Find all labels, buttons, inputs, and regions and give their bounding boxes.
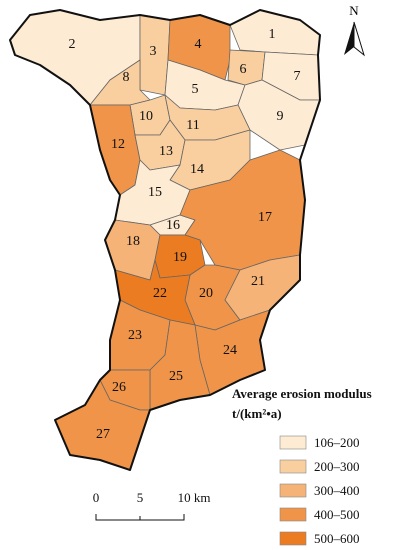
outline: [9, 9, 321, 471]
north-arrow: N: [344, 3, 365, 57]
region-labels: 1 2 3 4 5 6 7 8 9 10 11 12 13 14 15 16 1…: [69, 27, 301, 442]
region-label: 26: [112, 380, 126, 395]
region-label: 12: [111, 137, 125, 152]
region-label: 11: [186, 118, 199, 133]
region-label: 13: [159, 144, 173, 159]
region-label: 10: [139, 109, 153, 124]
region-label: 17: [258, 210, 272, 225]
legend-swatch: [279, 435, 307, 450]
region-label: 25: [169, 369, 183, 384]
regions: [9, 9, 321, 471]
legend-label: 400–500: [314, 507, 360, 522]
scale-label: 10 km: [178, 490, 211, 505]
legend: Average erosion modulus t/(km²•a) 106–20…: [232, 386, 372, 546]
region-label: 22: [153, 286, 167, 301]
legend-title: t/(km²•a): [232, 406, 282, 421]
region-label: 23: [128, 328, 142, 343]
legend-label: 200–300: [314, 459, 360, 474]
region-label: 4: [195, 37, 202, 52]
region-label: 14: [190, 162, 204, 177]
region-label: 24: [223, 343, 237, 358]
region-label: 21: [251, 274, 265, 289]
legend-title: Average erosion modulus: [232, 386, 372, 401]
region-label: 9: [277, 109, 284, 124]
region-label: 19: [173, 250, 187, 265]
legend-swatch: [279, 459, 307, 474]
scale-bar: 0 5 10 km: [93, 490, 211, 521]
region-label: 16: [166, 218, 180, 233]
region-label: 1: [269, 27, 276, 42]
region-label: 2: [69, 37, 76, 52]
legend-label: 106–200: [314, 435, 360, 450]
region-label: 3: [150, 44, 157, 59]
legend-label: 500–600: [314, 531, 360, 546]
region-label: 20: [199, 286, 213, 301]
region: [227, 49, 266, 86]
scale-label: 5: [137, 490, 144, 505]
arrow-half: [353, 21, 365, 57]
legend-swatch: [279, 507, 307, 522]
region-label: 7: [294, 69, 301, 84]
region-label: 27: [96, 427, 110, 442]
region: [104, 219, 161, 281]
region-label: 8: [123, 70, 130, 85]
region-label: 18: [126, 234, 140, 249]
region-label: 6: [240, 62, 247, 77]
scale-label: 0: [93, 490, 100, 505]
region-label: 15: [148, 185, 162, 200]
arrow-half: [344, 22, 354, 55]
legend-swatch: [279, 531, 307, 546]
legend-label: 300–400: [314, 483, 360, 498]
legend-swatch: [279, 483, 307, 498]
region-label: 5: [192, 82, 199, 97]
north-label: N: [349, 3, 359, 18]
